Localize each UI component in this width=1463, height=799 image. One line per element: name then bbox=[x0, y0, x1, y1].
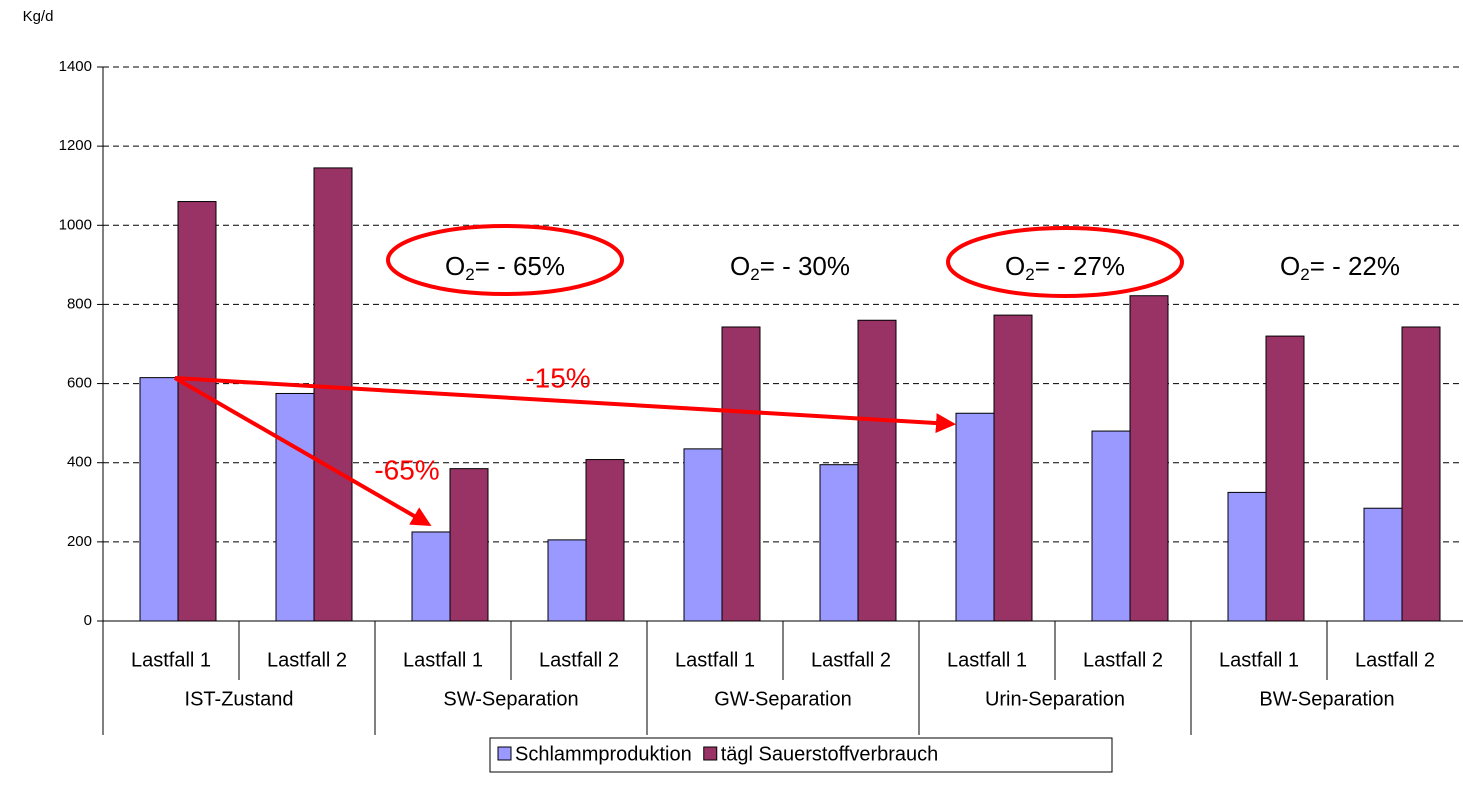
x-tick-label: Lastfall 2 bbox=[811, 649, 891, 671]
y-tick-label: 0 bbox=[84, 612, 92, 629]
y-tick-label: 1200 bbox=[59, 137, 92, 154]
bar bbox=[819, 464, 859, 622]
bar bbox=[585, 459, 625, 622]
x-tick-label: Lastfall 2 bbox=[1355, 649, 1435, 671]
group-label: SW-Separation bbox=[443, 688, 578, 710]
annotation-part: O bbox=[1005, 251, 1025, 281]
annotation: O2= - 30% bbox=[730, 251, 850, 285]
annotation-part: = - 30% bbox=[760, 251, 850, 281]
bar bbox=[993, 314, 1033, 622]
arrow bbox=[174, 376, 432, 526]
bar bbox=[1091, 430, 1131, 622]
annotation-part: O bbox=[1280, 251, 1300, 281]
annotation-part: = - 27% bbox=[1035, 251, 1125, 281]
arrow-label: -65% bbox=[374, 454, 439, 485]
highlight-ellipse bbox=[946, 226, 1184, 298]
bar bbox=[1265, 335, 1305, 622]
y-tick-label: 1000 bbox=[59, 216, 92, 233]
legend-swatch bbox=[703, 746, 718, 761]
x-tick-label: Lastfall 1 bbox=[675, 649, 755, 671]
x-tick-label: Lastfall 2 bbox=[267, 649, 347, 671]
bar bbox=[1401, 326, 1441, 622]
annotation-subscript: 2 bbox=[1025, 265, 1034, 284]
x-tick-label: Lastfall 2 bbox=[1083, 649, 1163, 671]
bar bbox=[857, 319, 897, 622]
bar bbox=[1227, 491, 1267, 622]
x-tick-label: Lastfall 1 bbox=[131, 649, 211, 671]
arrow-label: -15% bbox=[525, 362, 590, 393]
bar bbox=[721, 326, 761, 622]
legend-box bbox=[489, 737, 1113, 773]
bar bbox=[1363, 507, 1403, 622]
annotation-part: O bbox=[445, 251, 465, 281]
bar bbox=[449, 468, 489, 622]
group-label: Urin-Separation bbox=[985, 688, 1125, 710]
group-label: IST-Zustand bbox=[185, 688, 294, 710]
annotation-part: O bbox=[730, 251, 750, 281]
group-label: GW-Separation bbox=[714, 688, 851, 710]
legend-swatch bbox=[497, 746, 512, 761]
x-tick-label: Lastfall 2 bbox=[539, 649, 619, 671]
legend-label: Schlammproduktion bbox=[515, 743, 692, 765]
y-axis-label: Kg/d bbox=[23, 8, 54, 25]
group-label: BW-Separation bbox=[1259, 688, 1394, 710]
bar bbox=[139, 377, 179, 622]
x-tick-label: Lastfall 1 bbox=[403, 649, 483, 671]
y-tick-label: 200 bbox=[67, 533, 92, 550]
annotation-part: = - 22% bbox=[1310, 251, 1400, 281]
annotation-subscript: 2 bbox=[1300, 265, 1309, 284]
annotation-subscript: 2 bbox=[750, 265, 759, 284]
y-tick-label: 600 bbox=[67, 375, 92, 392]
x-tick-label: Lastfall 1 bbox=[947, 649, 1027, 671]
bar bbox=[683, 448, 723, 622]
legend-label: tägl Sauerstoffverbrauch bbox=[721, 743, 939, 765]
y-tick-label: 1400 bbox=[59, 58, 92, 75]
annotation: O2= - 22% bbox=[1280, 251, 1400, 285]
bar bbox=[177, 201, 217, 622]
bar bbox=[313, 167, 353, 622]
annotation-subscript: 2 bbox=[465, 265, 474, 284]
bar bbox=[1129, 295, 1169, 622]
arrow bbox=[174, 376, 956, 434]
highlight-ellipse bbox=[386, 224, 624, 296]
bar bbox=[275, 392, 315, 622]
bar bbox=[547, 539, 587, 622]
annotation: O2= - 27% bbox=[1005, 251, 1125, 285]
annotation: O2= - 65% bbox=[445, 251, 565, 285]
annotation-part: = - 65% bbox=[475, 251, 565, 281]
bar bbox=[955, 412, 995, 622]
bar bbox=[411, 531, 451, 622]
y-tick-label: 800 bbox=[67, 295, 92, 312]
x-tick-label: Lastfall 1 bbox=[1219, 649, 1299, 671]
y-tick-label: 400 bbox=[67, 454, 92, 471]
